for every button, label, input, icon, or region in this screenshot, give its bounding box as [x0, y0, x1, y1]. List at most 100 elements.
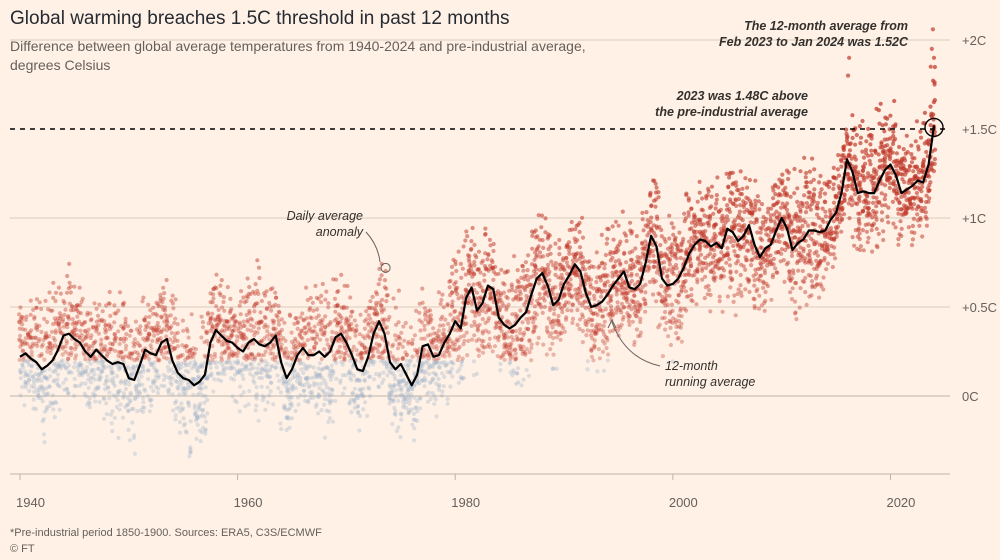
daily-anomaly-dot: [61, 298, 66, 304]
daily-anomaly-dot: [191, 346, 196, 351]
daily-anomaly-dot: [535, 341, 540, 346]
daily-anomaly-dot: [61, 380, 66, 385]
daily-anomaly-dot: [56, 321, 62, 326]
daily-anomaly-dot: [91, 391, 96, 396]
daily-anomaly-dot: [525, 268, 530, 273]
daily-anomaly-dot: [175, 385, 180, 390]
daily-anomaly-dot: [128, 398, 133, 403]
daily-anomaly-dot: [202, 340, 207, 345]
daily-anomaly-dot: [697, 190, 702, 195]
daily-anomaly-dot: [58, 291, 64, 296]
daily-anomaly-dot: [180, 385, 186, 390]
daily-anomaly-dot: [521, 377, 526, 382]
daily-anomaly-dot: [651, 292, 656, 297]
daily-anomaly-dot: [124, 343, 129, 348]
daily-anomaly-dot: [112, 337, 117, 342]
daily-anomaly-dot: [96, 386, 101, 391]
daily-anomaly-dot: [125, 403, 130, 408]
daily-anomaly-dot: [113, 394, 118, 399]
daily-anomaly-dot: [531, 320, 536, 325]
daily-anomaly-dot: [399, 330, 404, 335]
daily-anomaly-dot: [709, 184, 715, 189]
daily-anomaly-dot: [204, 375, 209, 380]
daily-anomaly-dot: [64, 338, 69, 344]
daily-anomaly-dot: [48, 341, 53, 346]
daily-anomaly-dot: [74, 307, 79, 312]
daily-anomaly-dot: [653, 233, 658, 238]
daily-anomaly-dot: [209, 371, 214, 376]
daily-anomaly-dot: [329, 398, 334, 403]
daily-anomaly-dot: [159, 351, 164, 356]
daily-anomaly-dot: [322, 402, 327, 407]
daily-anomaly-dot: [860, 228, 866, 233]
daily-anomaly-dot: [180, 352, 185, 358]
daily-anomaly-dot: [143, 327, 148, 333]
daily-anomaly-dot: [499, 329, 504, 334]
daily-anomaly-dot: [155, 337, 160, 342]
daily-anomaly-dot: [192, 403, 197, 408]
daily-anomaly-dot: [370, 349, 375, 354]
daily-anomaly-dot: [653, 204, 658, 209]
daily-anomaly-dot: [47, 340, 52, 346]
daily-anomaly-dot: [728, 239, 733, 244]
daily-anomaly-dot: [316, 392, 321, 397]
daily-anomaly-dot: [286, 390, 292, 395]
daily-anomaly-dot: [103, 330, 108, 335]
daily-anomaly-dot: [491, 277, 496, 282]
daily-anomaly-dot: [17, 320, 22, 325]
daily-anomaly-dot: [41, 386, 46, 391]
daily-anomaly-dot: [185, 329, 190, 334]
daily-anomaly-dot: [148, 343, 153, 348]
daily-anomaly-dot: [658, 242, 663, 248]
daily-anomaly-dot: [656, 195, 661, 200]
daily-anomaly-dot: [97, 318, 102, 323]
daily-anomaly-dot: [167, 376, 172, 381]
daily-anomaly-dot: [41, 389, 46, 395]
daily-anomaly-dot: [192, 351, 197, 356]
daily-anomaly-dot: [359, 392, 365, 397]
daily-anomaly-dot: [415, 418, 420, 423]
daily-anomaly-dot: [137, 383, 142, 388]
daily-anomaly-dot: [159, 304, 164, 309]
daily-anomaly-dot: [218, 283, 223, 288]
daily-anomaly-dot: [104, 401, 109, 406]
daily-anomaly-dot: [29, 345, 34, 350]
daily-anomaly-dot: [83, 336, 88, 341]
daily-anomaly-dot: [634, 234, 639, 239]
daily-anomaly-dot: [474, 371, 479, 376]
daily-anomaly-dot: [211, 287, 216, 292]
daily-anomaly-dot: [683, 278, 688, 284]
daily-anomaly-dot: [663, 327, 668, 332]
daily-anomaly-dot: [34, 305, 39, 310]
daily-anomaly-dot: [20, 322, 25, 327]
daily-anomaly-dot: [745, 185, 750, 190]
daily-anomaly-dot: [195, 422, 200, 427]
daily-anomaly-dot: [794, 317, 799, 322]
daily-anomaly-dot: [166, 391, 171, 396]
daily-anomaly-dot: [683, 289, 689, 294]
daily-anomaly-dot: [65, 321, 70, 326]
daily-anomaly-dot: [255, 330, 260, 335]
daily-anomaly-dot: [104, 328, 109, 333]
daily-anomaly-dot: [832, 245, 837, 250]
daily-anomaly-dot: [602, 332, 607, 337]
daily-anomaly-dot: [629, 266, 634, 271]
daily-anomaly-dot: [202, 428, 208, 433]
daily-anomaly-dot: [195, 369, 200, 374]
daily-anomaly-dot: [99, 358, 104, 363]
daily-anomaly-dot: [251, 289, 256, 294]
daily-anomaly-dot: [238, 299, 243, 304]
daily-anomaly-dot: [304, 316, 309, 321]
daily-anomaly-dot: [698, 252, 704, 257]
daily-anomaly-dot: [463, 238, 468, 243]
daily-anomaly-dot: [76, 362, 81, 367]
daily-anomaly-dot: [194, 365, 199, 370]
daily-anomaly-dot: [36, 393, 41, 398]
daily-anomaly-dot: [19, 314, 24, 319]
daily-anomaly-dot: [225, 285, 230, 290]
daily-anomaly-dot: [244, 299, 249, 304]
daily-anomaly-dot: [303, 342, 308, 348]
daily-anomaly-dot: [149, 403, 154, 408]
daily-anomaly-dot: [302, 393, 307, 398]
daily-anomaly-dot: [57, 325, 62, 330]
